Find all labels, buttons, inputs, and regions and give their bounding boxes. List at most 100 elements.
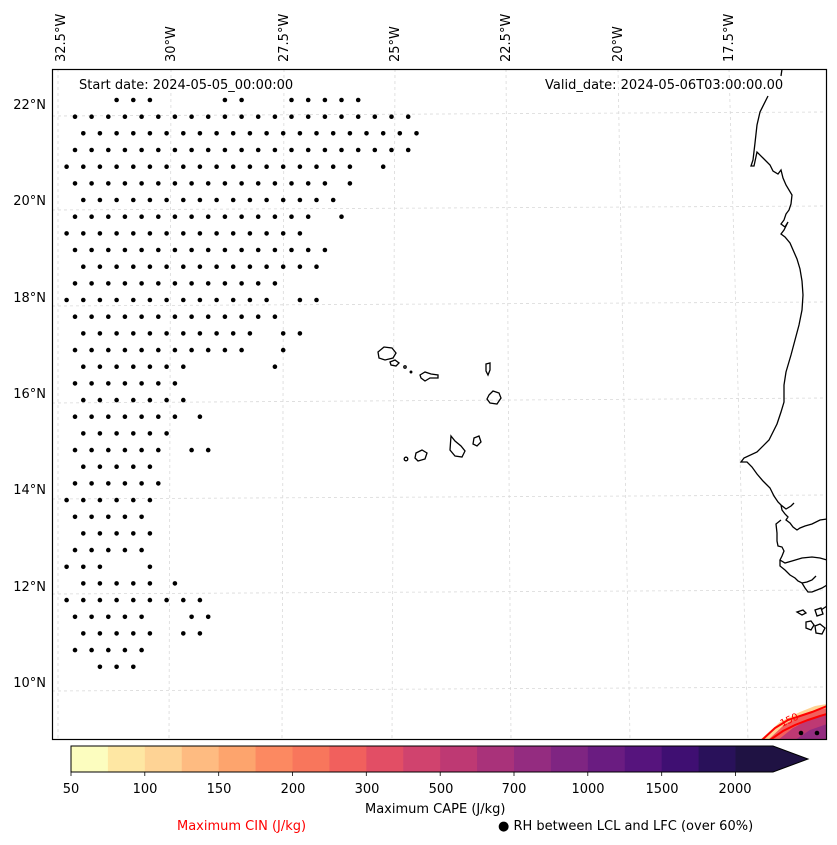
rh-dot xyxy=(156,314,161,320)
rh-dot xyxy=(147,597,153,603)
rh-dot xyxy=(114,364,119,370)
colorbar-segment xyxy=(550,746,589,772)
rh-dot xyxy=(339,147,344,153)
rh-dot xyxy=(139,247,144,253)
rh-dot xyxy=(89,214,94,219)
rh-dot xyxy=(81,631,86,636)
coastline-gambia-guinea xyxy=(775,519,827,593)
colorbar-segment xyxy=(144,746,183,772)
rh-dot xyxy=(222,181,228,186)
rh-dot xyxy=(147,531,153,536)
rh-dot xyxy=(230,331,236,336)
rh-dot xyxy=(405,147,411,153)
rh-dot xyxy=(247,164,253,169)
start-date-label: Start date: 2024-05-05_00:00:00 xyxy=(79,78,294,93)
rh-dot xyxy=(106,214,111,219)
rh-dot xyxy=(131,331,136,336)
rh-dot xyxy=(189,281,194,286)
rh-dot xyxy=(89,381,94,386)
rh-dot xyxy=(280,197,286,203)
rh-dot xyxy=(131,364,136,370)
rh-dot xyxy=(305,247,311,253)
rh-dot xyxy=(280,164,286,169)
rh-dot xyxy=(280,331,286,336)
rh-dot xyxy=(380,164,386,169)
rh-dot xyxy=(114,197,119,203)
rh-dot xyxy=(389,114,394,119)
rh-dot xyxy=(156,447,161,453)
parallel-14n xyxy=(52,494,827,500)
rh-dot xyxy=(89,314,94,320)
rh-dot xyxy=(255,114,261,119)
rh-dot xyxy=(122,214,128,219)
rh-dot xyxy=(139,414,144,420)
rh-dot xyxy=(297,297,303,303)
rh-dot xyxy=(264,231,269,236)
rh-dot xyxy=(147,497,153,503)
meridian-25w xyxy=(391,69,396,740)
lat-tick-label: 16°N xyxy=(13,387,46,402)
island-boa-vista xyxy=(486,390,502,405)
rh-dot xyxy=(205,347,211,353)
colorbar-segment xyxy=(661,746,700,772)
island-santiago xyxy=(449,434,466,458)
rh-dot xyxy=(156,481,161,486)
rh-dot xyxy=(264,131,269,136)
map-frame xyxy=(51,68,828,741)
rh-dot xyxy=(131,397,136,403)
rh-dot xyxy=(172,347,178,353)
rh-dot xyxy=(181,597,186,603)
rh-dot xyxy=(81,397,86,403)
colorbar-segment xyxy=(218,746,257,772)
rh-dot xyxy=(106,614,111,620)
rh-dot xyxy=(81,197,86,203)
rh-dot xyxy=(122,514,128,520)
rh-dot xyxy=(106,247,111,253)
rh-dot xyxy=(156,247,161,253)
rh-dot xyxy=(139,481,144,486)
rh-dot xyxy=(205,281,211,286)
rh-dot xyxy=(131,431,136,436)
rh-dot xyxy=(280,131,286,136)
rh-dot xyxy=(81,497,86,503)
rh-dot xyxy=(114,597,119,603)
rh-dot xyxy=(239,347,244,353)
rh-dot xyxy=(64,164,69,169)
rh-dot xyxy=(72,647,78,653)
rh-dot xyxy=(156,281,161,286)
rh-dot xyxy=(114,631,119,636)
rh-dot xyxy=(189,247,194,253)
rh-dot xyxy=(97,264,103,270)
rh-dot xyxy=(122,447,128,453)
rh-dot xyxy=(164,364,169,370)
rh-dot xyxy=(72,381,78,386)
rh-dot xyxy=(172,581,178,586)
rh-dot xyxy=(97,597,103,603)
rh-dot xyxy=(214,131,219,136)
rh-dot xyxy=(122,381,128,386)
rh-dot xyxy=(106,381,111,386)
rh-dot xyxy=(147,581,153,586)
rh-dot xyxy=(114,581,119,586)
rh-dot xyxy=(264,297,269,303)
rh-dot xyxy=(131,264,136,270)
rh-dot xyxy=(197,414,203,420)
rh-dot xyxy=(798,730,804,736)
rh-dot xyxy=(239,114,244,119)
rh-dot xyxy=(81,164,86,169)
rh-dot xyxy=(272,364,278,370)
rh-dot xyxy=(272,214,278,219)
rh-dot xyxy=(255,281,261,286)
rh-dot xyxy=(239,281,244,286)
rh-dot xyxy=(172,114,178,119)
rh-dot xyxy=(122,347,128,353)
island-islet xyxy=(409,370,413,374)
rh-dot xyxy=(81,431,86,436)
rh-dot xyxy=(106,114,111,119)
rh-dot xyxy=(147,431,153,436)
rh-dot xyxy=(272,314,278,320)
rh-dot xyxy=(272,181,278,186)
rh-dot xyxy=(164,297,169,303)
rh-dot xyxy=(97,331,103,336)
